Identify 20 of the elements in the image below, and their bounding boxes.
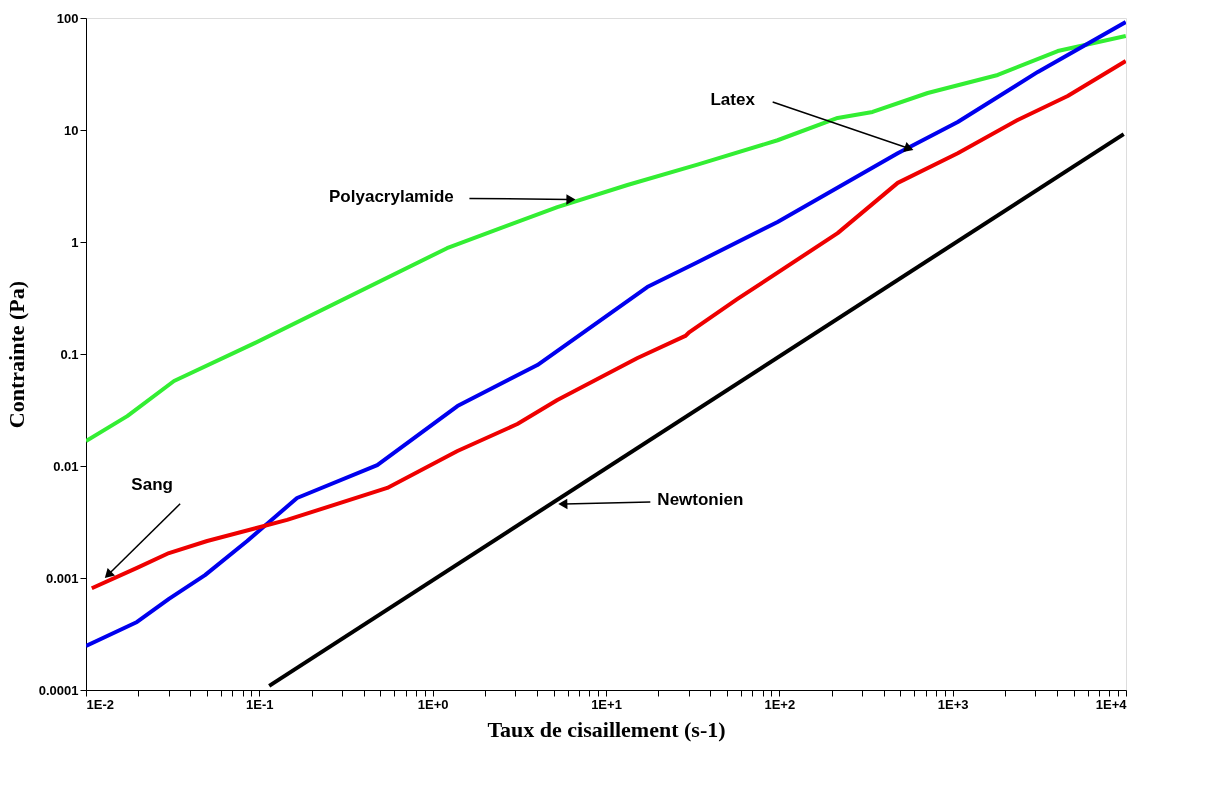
x-tick-label: 1E+4 xyxy=(1095,696,1128,712)
x-tick-label: 1E+2 xyxy=(764,696,796,712)
y-axis-title: Contrainte (Pa) xyxy=(3,280,29,429)
y-tick-label: 0.1 xyxy=(60,346,79,362)
x-tick-label: 1E+1 xyxy=(591,696,622,712)
y-tick-label: 0.01 xyxy=(53,458,79,474)
y-tick-label: 1 xyxy=(71,234,79,250)
y-tick-label: 0.001 xyxy=(45,570,79,586)
x-axis-title: Taux de cisaillement (s-1) xyxy=(487,716,726,742)
annotation: Latex xyxy=(710,90,756,110)
y-tick-label: 100 xyxy=(56,10,79,26)
x-tick-label: 1E-2 xyxy=(86,696,114,712)
y-tick-label: 0.0001 xyxy=(38,682,79,698)
x-tick-label: 1E+3 xyxy=(937,696,969,712)
x-tick-label: 1E+0 xyxy=(417,696,449,712)
annotation: Newtonien xyxy=(657,489,744,509)
y-tick-label: 10 xyxy=(64,122,79,138)
x-tick-label: 1E-1 xyxy=(246,696,274,712)
annotation: Polyacrylamide xyxy=(329,187,454,207)
annotation: Sang xyxy=(131,474,173,494)
